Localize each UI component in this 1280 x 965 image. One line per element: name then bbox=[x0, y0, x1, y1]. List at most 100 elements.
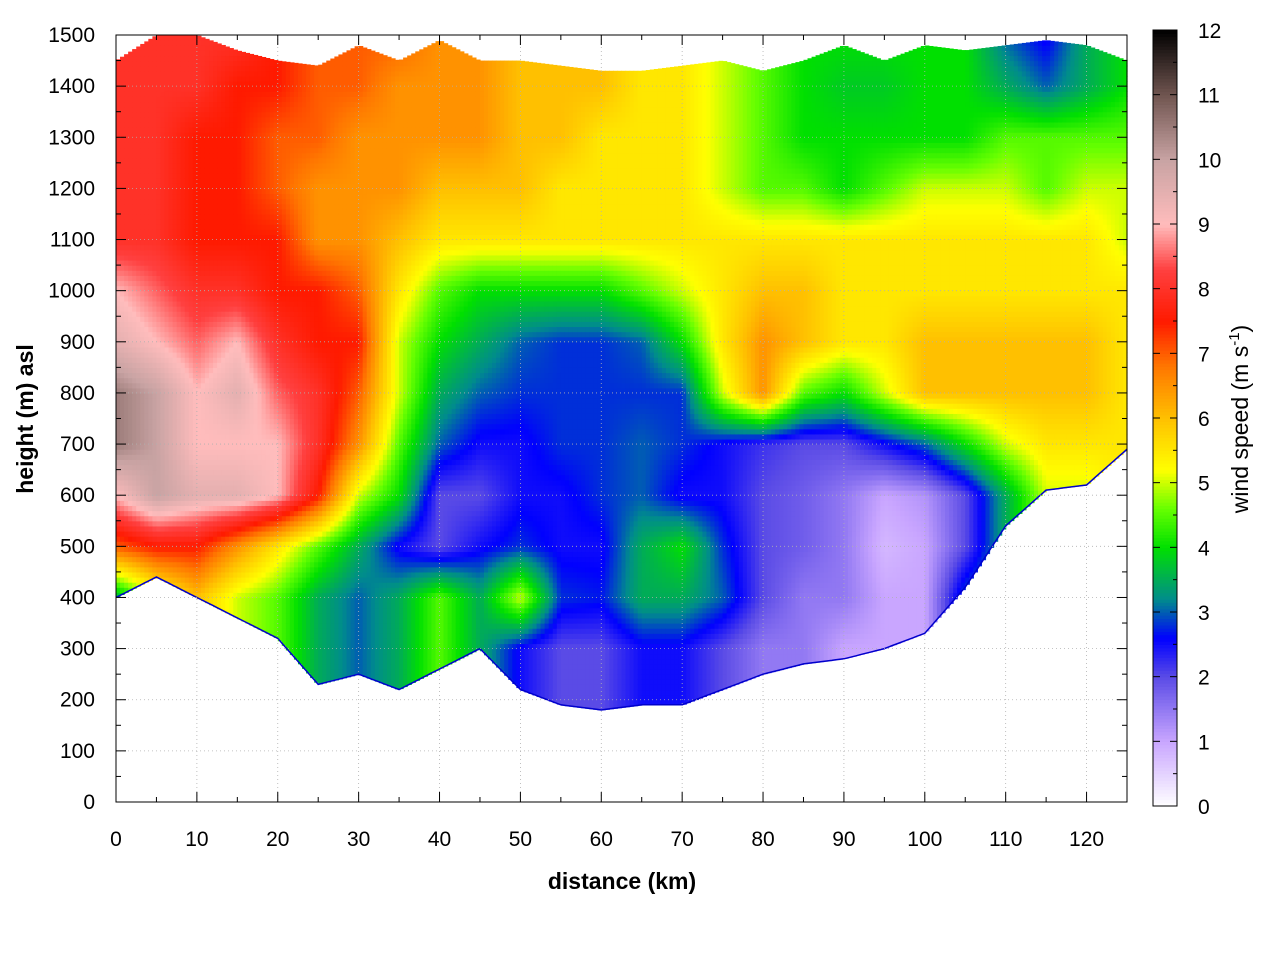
wind-speed-cell bbox=[136, 244, 141, 251]
wind-speed-cell bbox=[281, 602, 287, 609]
wind-speed-cell bbox=[144, 510, 149, 517]
wind-speed-cell bbox=[289, 505, 295, 512]
wind-speed-cell bbox=[245, 612, 251, 619]
wind-speed-cell bbox=[152, 193, 158, 200]
wind-speed-cell bbox=[225, 265, 230, 271]
wind-speed-cell bbox=[261, 469, 267, 476]
wind-speed-cell bbox=[273, 336, 279, 343]
wind-speed-cell bbox=[217, 423, 222, 430]
wind-speed-cell bbox=[140, 213, 145, 220]
wind-speed-cell bbox=[192, 316, 198, 322]
wind-speed-cell bbox=[144, 367, 149, 374]
wind-speed-cell bbox=[209, 193, 214, 200]
wind-speed-cell bbox=[132, 152, 137, 159]
wind-speed-cell bbox=[285, 121, 291, 128]
wind-speed-cell bbox=[116, 203, 121, 210]
wind-speed-cell bbox=[241, 152, 246, 159]
wind-speed-cell bbox=[237, 602, 242, 609]
wind-speed-cell bbox=[209, 290, 214, 297]
wind-speed-cell bbox=[200, 331, 206, 338]
wind-speed-cell bbox=[184, 306, 190, 312]
wind-speed-cell bbox=[136, 484, 141, 491]
wind-speed-cell bbox=[265, 587, 271, 593]
wind-speed-cell bbox=[164, 91, 170, 97]
wind-speed-cell bbox=[233, 346, 238, 353]
wind-speed-cell bbox=[249, 577, 255, 583]
wind-speed-cell bbox=[176, 326, 182, 333]
wind-speed-cell bbox=[285, 198, 291, 205]
wind-speed-cell bbox=[277, 142, 283, 149]
wind-speed-cell bbox=[261, 249, 267, 256]
wind-speed-cell bbox=[152, 101, 158, 108]
wind-speed-cell bbox=[249, 116, 255, 123]
wind-speed-cell bbox=[289, 346, 295, 353]
wind-speed-cell bbox=[221, 70, 226, 77]
wind-speed-cell bbox=[176, 398, 182, 404]
wind-speed-cell bbox=[168, 65, 174, 72]
wind-speed-cell bbox=[116, 490, 121, 496]
wind-speed-cell bbox=[140, 551, 145, 558]
wind-speed-cell bbox=[281, 474, 287, 481]
wind-speed-cell bbox=[217, 546, 222, 553]
wind-speed-cell bbox=[221, 561, 226, 568]
wind-speed-cell bbox=[176, 65, 182, 72]
wind-speed-cell bbox=[249, 346, 255, 353]
wind-speed-cell bbox=[285, 490, 291, 496]
wind-speed-cell bbox=[192, 423, 198, 430]
wind-speed-cell bbox=[293, 418, 299, 425]
wind-speed-cell bbox=[289, 280, 295, 287]
wind-speed-cell bbox=[124, 86, 129, 92]
wind-speed-cell bbox=[164, 178, 170, 184]
wind-speed-cell bbox=[204, 556, 210, 563]
wind-speed-cell bbox=[209, 484, 214, 491]
wind-speed-cell bbox=[148, 541, 153, 547]
wind-speed-cell bbox=[140, 372, 145, 379]
wind-speed-cell bbox=[128, 495, 133, 501]
wind-speed-cell bbox=[249, 341, 255, 348]
wind-speed-cell bbox=[116, 75, 121, 82]
wind-speed-cell bbox=[261, 147, 267, 154]
wind-speed-cell bbox=[184, 566, 190, 573]
wind-speed-cell bbox=[188, 96, 194, 103]
wind-speed-cell bbox=[196, 306, 202, 312]
wind-speed-cell bbox=[277, 127, 283, 133]
wind-speed-cell bbox=[285, 70, 291, 77]
wind-speed-cell bbox=[289, 178, 295, 184]
wind-speed-cell bbox=[176, 208, 182, 215]
wind-speed-cell bbox=[281, 106, 287, 113]
wind-speed-cell bbox=[293, 556, 299, 563]
wind-speed-cell bbox=[164, 111, 170, 118]
wind-speed-cell bbox=[225, 377, 230, 384]
wind-speed-cell bbox=[225, 193, 230, 200]
wind-speed-cell bbox=[285, 280, 291, 287]
wind-speed-cell bbox=[241, 275, 246, 282]
wind-speed-cell bbox=[160, 213, 166, 220]
wind-speed-cell bbox=[213, 515, 218, 522]
wind-speed-cell bbox=[285, 321, 291, 328]
wind-speed-cell bbox=[265, 418, 271, 425]
wind-speed-cell bbox=[176, 541, 182, 547]
wind-speed-cell bbox=[176, 311, 182, 317]
wind-speed-cell bbox=[180, 178, 186, 184]
wind-speed-cell bbox=[172, 546, 178, 553]
wind-speed-cell bbox=[285, 464, 291, 471]
wind-speed-cell bbox=[229, 198, 234, 205]
wind-speed-cell bbox=[277, 556, 283, 563]
wind-speed-cell bbox=[257, 382, 263, 389]
wind-speed-cell bbox=[213, 408, 218, 414]
wind-speed-cell bbox=[249, 147, 255, 154]
wind-speed-cell bbox=[148, 65, 153, 72]
wind-speed-cell bbox=[281, 617, 287, 624]
wind-speed-cell bbox=[285, 96, 291, 103]
wind-speed-cell bbox=[225, 311, 230, 317]
wind-speed-cell bbox=[221, 111, 226, 118]
wind-speed-cell bbox=[148, 96, 153, 103]
wind-speed-cell bbox=[233, 433, 238, 440]
wind-speed-cell bbox=[196, 423, 202, 430]
wind-speed-cell bbox=[233, 352, 238, 358]
wind-speed-cell bbox=[140, 270, 145, 276]
wind-speed-cell bbox=[152, 408, 158, 414]
wind-speed-cell bbox=[221, 459, 226, 466]
wind-speed-cell bbox=[148, 413, 153, 420]
wind-speed-cell bbox=[277, 474, 283, 481]
